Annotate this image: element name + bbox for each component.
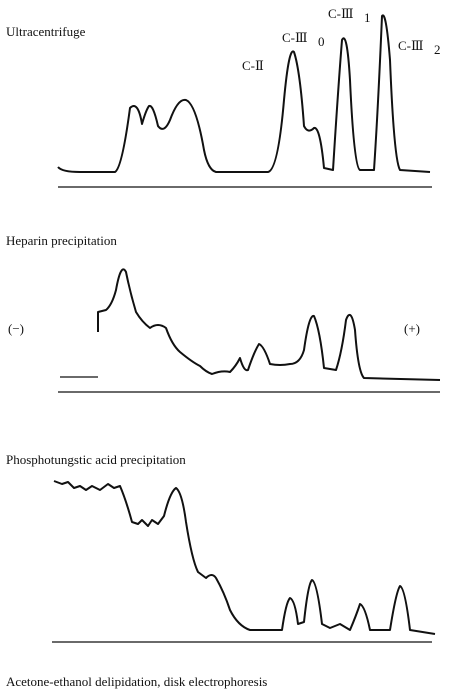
trace bbox=[57, 14, 431, 173]
cathode-label: (−) bbox=[8, 321, 24, 336]
panel-title: Ultracentrifuge bbox=[6, 24, 86, 39]
caption: Acetone-ethanol delipidation, disk elect… bbox=[6, 674, 267, 689]
peak-subscript: 0 bbox=[318, 34, 325, 49]
panel-title: Heparin precipitation bbox=[6, 233, 117, 248]
peak-subscript: 1 bbox=[364, 10, 371, 25]
anode-label: (+) bbox=[404, 321, 420, 336]
trace bbox=[53, 480, 436, 635]
peak-label: C-Ⅲ bbox=[398, 38, 424, 53]
peak-label: C-Ⅲ bbox=[282, 30, 308, 45]
peak-label: C-Ⅱ bbox=[242, 58, 264, 73]
peak-label: C-Ⅲ bbox=[328, 6, 354, 21]
peak-subscript: 2 bbox=[434, 42, 441, 57]
trace bbox=[97, 268, 441, 381]
panel-title: Phosphotungstic acid precipitation bbox=[6, 452, 186, 467]
